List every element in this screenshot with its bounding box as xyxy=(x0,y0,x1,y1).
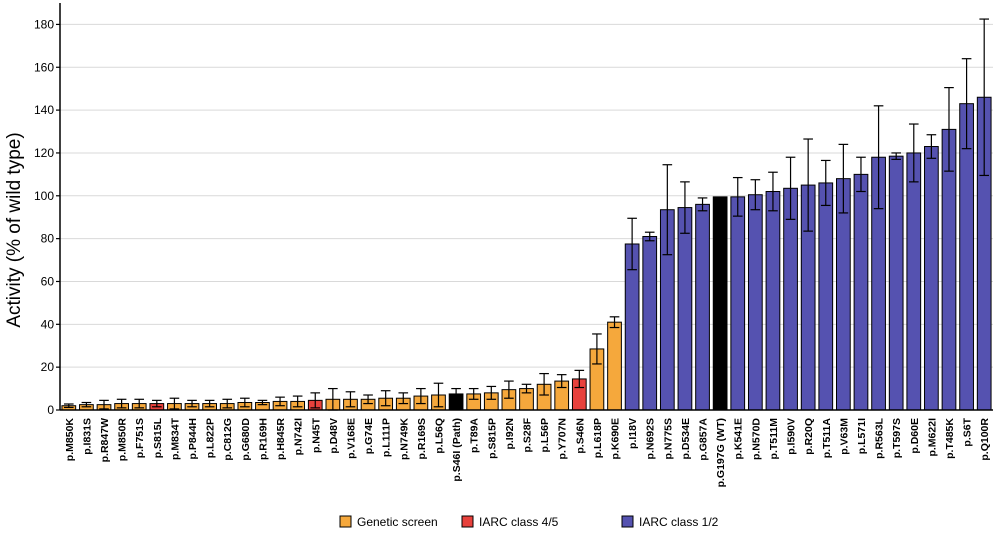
category-label: p.T89A xyxy=(469,418,481,453)
category-label: p.S815P xyxy=(486,418,498,459)
category-label: p.C812G xyxy=(222,418,234,461)
category-label: p.R563L xyxy=(874,417,886,458)
gridlines xyxy=(60,23,993,368)
category-label: p.M850K xyxy=(64,418,76,462)
category-label: p.R20Q xyxy=(803,418,815,455)
axes xyxy=(56,3,993,411)
legend-swatch xyxy=(461,515,474,528)
category-label: p.T485K xyxy=(944,418,956,459)
category-label: p.N742I xyxy=(293,418,305,455)
bar xyxy=(765,191,781,411)
legend-label: IARC class 4/5 xyxy=(479,515,559,529)
legend-swatch xyxy=(621,515,634,528)
bar xyxy=(730,196,746,411)
category-label: p.M622I xyxy=(926,418,938,457)
category-label: p.D60E xyxy=(909,418,921,454)
bar xyxy=(642,235,658,411)
category-label: p.N692S xyxy=(645,418,657,459)
category-label: p.H845R xyxy=(275,418,287,460)
bar xyxy=(853,173,869,411)
category-label: p.G680D xyxy=(240,418,252,461)
bar xyxy=(607,321,622,411)
bar xyxy=(906,152,922,411)
legend-swatch xyxy=(339,515,352,528)
bar xyxy=(695,203,710,411)
category-label: p.R169S xyxy=(416,418,428,459)
category-label: p.V168E xyxy=(345,418,357,459)
bar xyxy=(712,196,728,411)
category-label: p.N45T xyxy=(310,417,322,453)
y-tick-label: 20 xyxy=(41,360,55,374)
y-tick-label: 140 xyxy=(34,103,54,117)
category-label: p.I831S xyxy=(81,418,93,455)
category-label: p.T511M xyxy=(768,418,780,460)
category-label: p.L822P xyxy=(205,418,217,458)
bar xyxy=(818,182,834,411)
category-label: p.G74E xyxy=(363,418,375,454)
legend-label: IARC class 1/2 xyxy=(639,515,719,529)
y-tick-label: 40 xyxy=(41,317,55,331)
category-label: p.R847W xyxy=(99,418,111,462)
category-label: p.M834T xyxy=(169,417,181,460)
legend: Genetic screen IARC class 4/5 IARC class 1… xyxy=(339,515,719,529)
bar xyxy=(677,207,693,411)
category-label: p.K541E xyxy=(733,418,745,459)
category-label: p.P844H xyxy=(187,418,199,459)
category-label: p.I590V xyxy=(786,418,798,455)
category-label: p.D534E xyxy=(680,418,692,459)
bar xyxy=(888,155,904,411)
category-label: p.L56Q xyxy=(433,418,445,454)
category-label: p.N570D xyxy=(750,418,762,460)
category-label: p.S46I (Path) xyxy=(451,418,463,482)
y-tick-label: 80 xyxy=(41,232,55,246)
category-label: p.N775S xyxy=(662,418,674,459)
category-label: p.I18V xyxy=(627,418,639,449)
category-label: p.G197G (WT) xyxy=(715,418,727,487)
category-label: p.S28F xyxy=(522,417,534,452)
category-label: p.S46N xyxy=(574,418,586,454)
category-label: p.L571I xyxy=(856,418,868,454)
legend-label: Genetic screen xyxy=(357,515,438,529)
bar xyxy=(959,103,974,411)
category-label: p.I92N xyxy=(504,418,516,450)
bar xyxy=(783,187,798,411)
bar xyxy=(747,194,763,411)
category-label: p.G857A xyxy=(698,418,710,461)
category-label: p.V63M xyxy=(838,418,850,455)
error-bars xyxy=(63,18,990,411)
y-tick-labels: 0 20 40 60 80 100 120 140 160 180 xyxy=(34,17,54,417)
category-label: p.F751S xyxy=(134,418,146,458)
category-labels: p.M850K p.I831S p.R847W p.M850R p.F751S p.S81… xyxy=(64,417,991,487)
y-tick-label: 60 xyxy=(41,274,55,288)
category-label: p.L56P xyxy=(539,418,551,452)
y-tick-label: 180 xyxy=(34,17,54,31)
y-tick-label: 100 xyxy=(34,189,54,203)
category-label: p.T597S xyxy=(891,418,903,458)
category-label: p.Y707N xyxy=(557,418,569,459)
category-label: p.L618P xyxy=(592,418,604,458)
category-label: p.S815L xyxy=(152,417,164,458)
category-label: p.K690E xyxy=(610,418,622,459)
category-label: p.S6T xyxy=(962,417,974,446)
category-label: p.R169H xyxy=(257,418,269,460)
y-axis-title: Activity (% of wild type) xyxy=(4,132,25,327)
bars xyxy=(61,96,992,411)
category-label: p.T511A xyxy=(821,418,833,459)
bar xyxy=(924,146,939,411)
category-label: p.M850R xyxy=(117,418,129,462)
y-tick-label: 120 xyxy=(34,146,54,160)
category-label: p.Q100R xyxy=(979,418,991,461)
category-label: p.D48V xyxy=(328,418,340,454)
category-label: p.L111P xyxy=(381,418,393,457)
category-label: p.N749K xyxy=(398,418,410,460)
y-tick-label: 160 xyxy=(34,60,54,74)
y-tick-label: 0 xyxy=(47,403,54,417)
